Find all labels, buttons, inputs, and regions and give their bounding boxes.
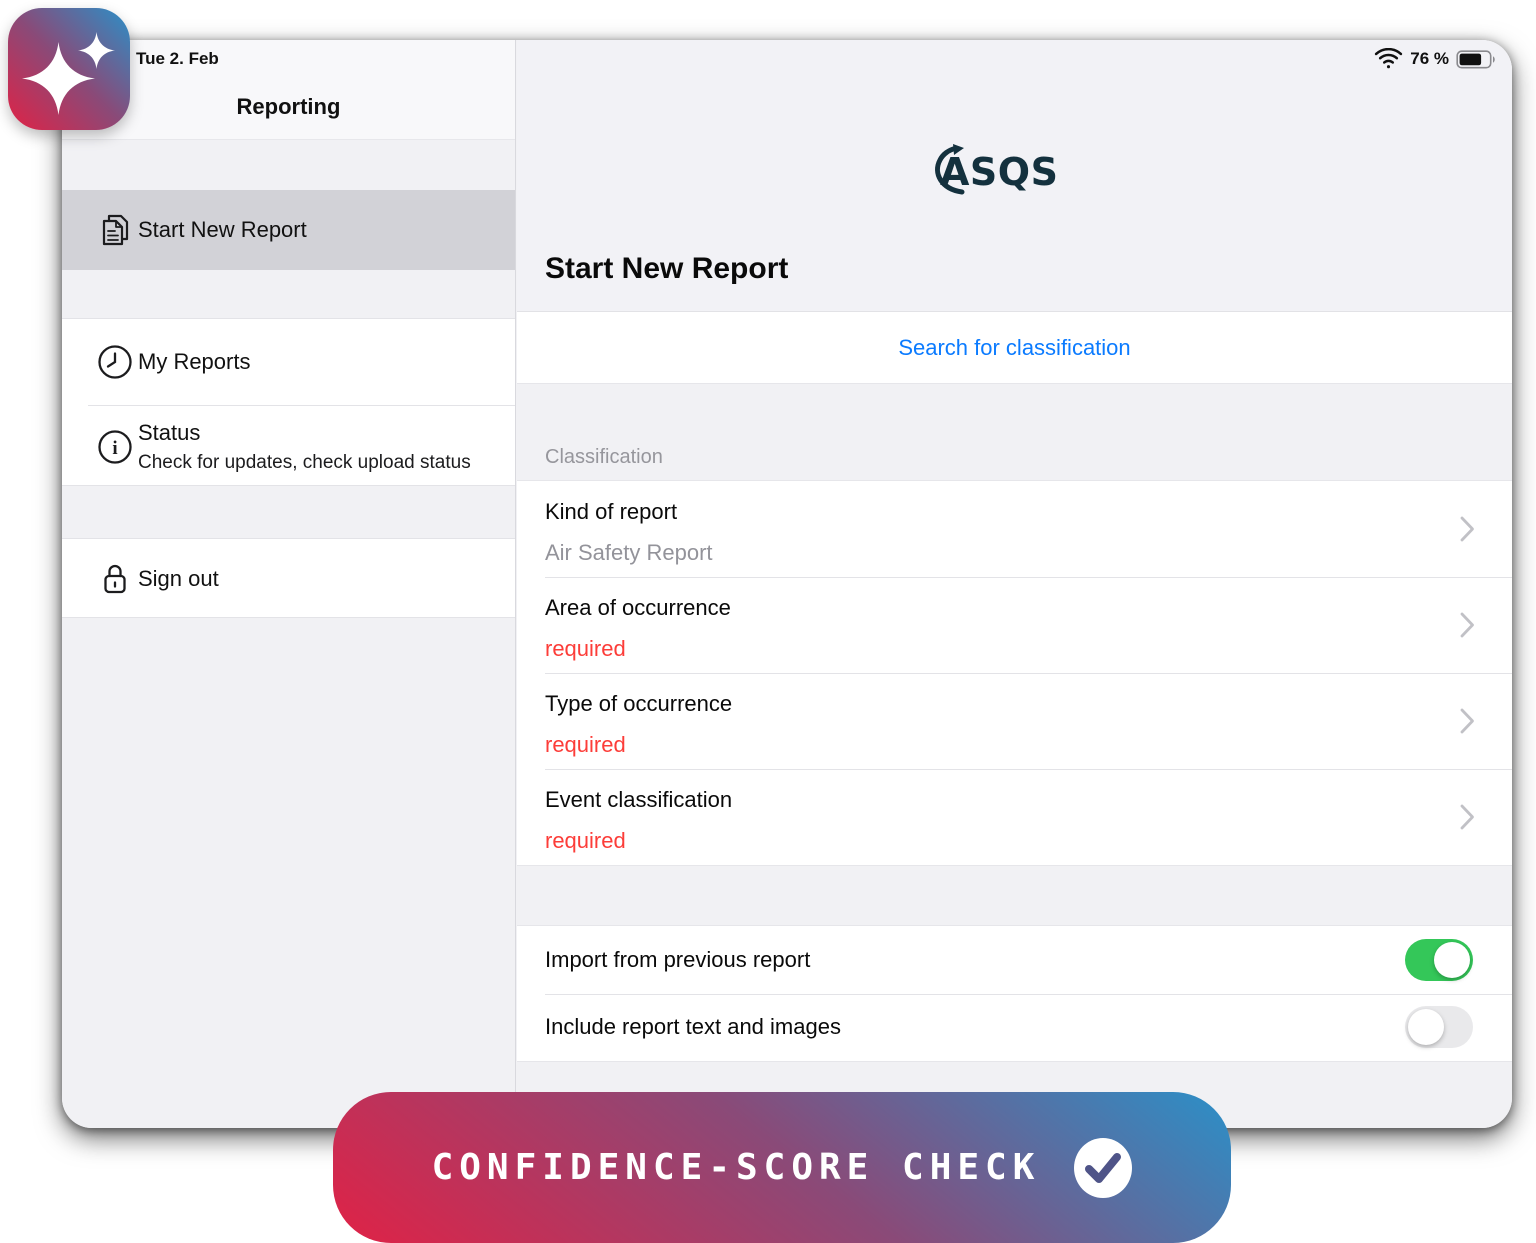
wifi-icon bbox=[1374, 48, 1403, 70]
search-link-label: Search for classification bbox=[898, 334, 1131, 360]
chevron-right-icon bbox=[1460, 516, 1475, 542]
field-label: Kind of report bbox=[545, 499, 678, 524]
sidebar-title: Reporting bbox=[236, 94, 341, 119]
chevron-right-icon bbox=[1460, 612, 1475, 638]
sparkles-icon bbox=[22, 32, 115, 115]
app-screenshot-card: Tue 2. Feb Reporting Start New Report bbox=[62, 40, 1512, 1128]
check-circle-icon bbox=[1074, 1137, 1133, 1198]
chevron-right-icon bbox=[1460, 804, 1475, 830]
sparkle-app-icon bbox=[8, 8, 130, 130]
field-row-area-of-occurrence[interactable]: Area of occurrence required bbox=[517, 577, 1512, 673]
toggle-row-include-report-text-and-images: Include report text and images bbox=[517, 993, 1512, 1062]
field-row-kind-of-report[interactable]: Kind of report Air Safety Report bbox=[517, 481, 1512, 577]
chevron-right-icon bbox=[1460, 708, 1475, 734]
field-row-type-of-occurrence[interactable]: Type of occurrence required bbox=[517, 673, 1512, 769]
field-value: required bbox=[545, 732, 626, 757]
svg-text:i: i bbox=[112, 438, 117, 459]
sidebar-item-sign-out[interactable]: Sign out bbox=[62, 539, 515, 619]
lock-icon bbox=[94, 558, 136, 600]
sidebar-item-texts: Status Check for updates, check upload s… bbox=[138, 420, 471, 474]
field-value: required bbox=[545, 636, 626, 661]
field-value: required bbox=[545, 828, 626, 853]
logo-text: ASQS bbox=[940, 150, 1058, 194]
sidebar-item-label: Status bbox=[138, 419, 201, 445]
page-title: Start New Report bbox=[545, 252, 789, 285]
clock-icon bbox=[94, 341, 136, 383]
banner-label: CONFIDENCE-SCORE CHECK bbox=[431, 1147, 1041, 1188]
toggle-row-import-from-previous-report: Import from previous report bbox=[517, 926, 1512, 994]
status-bar-right: 76 % bbox=[1374, 48, 1498, 70]
search-for-classification-button[interactable]: Search for classification bbox=[517, 312, 1512, 384]
info-circle-icon: i bbox=[94, 426, 136, 468]
battery-percentage: 76 % bbox=[1410, 49, 1449, 68]
confidence-score-check-banner: CONFIDENCE-SCORE CHECK bbox=[333, 1092, 1231, 1243]
battery-icon bbox=[1456, 49, 1498, 70]
sidebar: Tue 2. Feb Reporting Start New Report bbox=[62, 40, 516, 1128]
field-label: Area of occurrence bbox=[545, 595, 731, 620]
sidebar-item-label: My Reports bbox=[138, 349, 251, 374]
sidebar-header: Tue 2. Feb Reporting bbox=[62, 40, 515, 140]
report-document-icon bbox=[94, 209, 136, 251]
toggle-label: Import from previous report bbox=[545, 946, 811, 972]
import-from-previous-report-toggle[interactable] bbox=[1405, 938, 1473, 981]
field-label: Type of occurrence bbox=[545, 691, 733, 716]
main-pane: 76 % ASQS bbox=[517, 40, 1512, 1128]
classification-field-list: Kind of report Air Safety Report Area of… bbox=[517, 480, 1512, 866]
field-label: Event classification bbox=[545, 787, 733, 812]
toggle-knob bbox=[1408, 1009, 1444, 1046]
sidebar-item-label: Start New Report bbox=[138, 217, 307, 242]
field-value: Air Safety Report bbox=[545, 540, 713, 565]
sidebar-item-label: Sign out bbox=[138, 566, 219, 591]
sidebar-item-subtitle: Check for updates, check upload status bbox=[138, 451, 471, 473]
status-bar-date: Tue 2. Feb bbox=[136, 49, 219, 68]
separator bbox=[88, 405, 515, 406]
logo-swoosh bbox=[934, 146, 964, 195]
sidebar-item-my-reports[interactable]: My Reports bbox=[62, 319, 515, 405]
main-header: 76 % ASQS bbox=[517, 40, 1512, 312]
sidebar-group: Sign out bbox=[62, 538, 515, 618]
logo-flame bbox=[952, 144, 964, 155]
sidebar-item-status[interactable]: i Status Check for updates, check upload… bbox=[62, 406, 515, 487]
sidebar-item-start-new-report[interactable]: Start New Report bbox=[62, 190, 515, 270]
import-options-list: Import from previous report Include repo… bbox=[517, 925, 1512, 1062]
section-label-classification: Classification bbox=[545, 446, 663, 468]
toggle-label: Include report text and images bbox=[545, 1014, 841, 1040]
toggle-knob bbox=[1434, 941, 1470, 978]
field-row-event-classification[interactable]: Event classification required bbox=[517, 769, 1512, 865]
include-report-text-and-images-toggle[interactable] bbox=[1405, 1006, 1473, 1049]
asqs-logo: ASQS bbox=[931, 144, 1067, 201]
sidebar-group: My Reports i Status Check for updates, c… bbox=[62, 318, 515, 486]
